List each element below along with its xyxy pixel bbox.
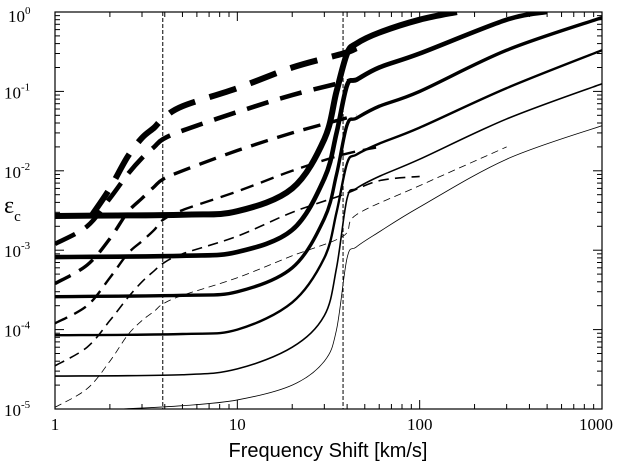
plot-frame	[54, 11, 603, 410]
dashed-series-line-3	[55, 145, 380, 325]
y-axis-title: εc	[4, 193, 21, 225]
dashed-series-line-5	[55, 77, 357, 246]
x-tick-label-10: 10	[229, 415, 246, 434]
x-tick-label-1000: 1000	[579, 415, 613, 434]
solid-series-line-6	[55, 12, 458, 219]
solid-series-line-3	[55, 49, 602, 337]
y-tick-label-1e-5: 10-5	[4, 399, 31, 420]
y-tick-label-1e-2: 10-2	[4, 161, 30, 182]
solid-series-line-1	[120, 125, 602, 409]
x-axis-title: Frequency Shift [km/s]	[229, 440, 428, 462]
reference-lines	[162, 12, 344, 409]
axis-ticks	[54, 12, 603, 410]
y-tick-label-1e-1: 10-1	[4, 81, 30, 102]
x-tick-labels: 1 10 100 1000	[51, 415, 613, 434]
x-tick-label-1: 1	[51, 415, 60, 434]
y-tick-label-1e0: 100	[8, 5, 31, 26]
y-tick-label-1e-3: 10-3	[4, 240, 31, 261]
series-layer	[55, 12, 602, 409]
dashed-series-line-1	[55, 146, 507, 408]
x-tick-label-100: 100	[407, 415, 433, 434]
solid-series-line-2	[55, 82, 602, 377]
solid-series-line-4	[55, 15, 602, 299]
y-tick-labels: 10-5 10-4 10-3 10-2 10-1 100	[4, 5, 31, 420]
dashed-series-line-2	[55, 175, 420, 367]
solid-series-line-5	[55, 12, 548, 260]
y-tick-label-1e-4: 10-4	[4, 320, 31, 341]
dashed-series-line-4	[55, 113, 357, 286]
dashed-series-line-6	[89, 45, 358, 217]
